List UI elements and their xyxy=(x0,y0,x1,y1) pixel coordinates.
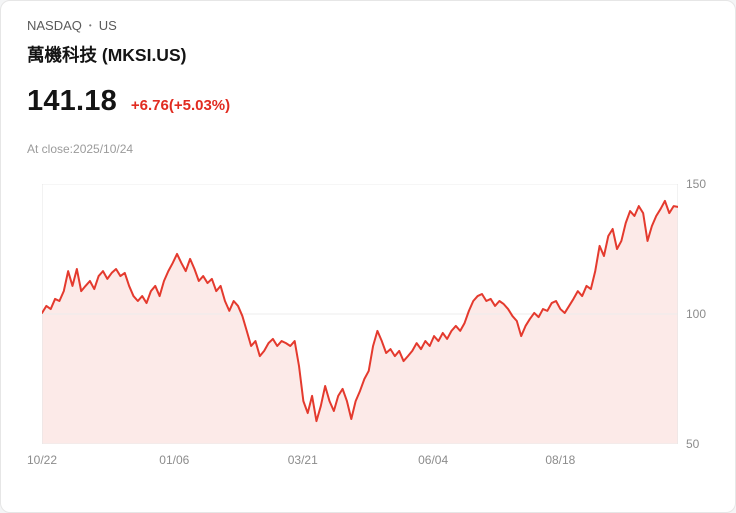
x-axis: 10/22 01/06 03/21 06/04 08/18 xyxy=(27,453,678,469)
y-axis-label: 150 xyxy=(686,177,707,191)
price-line xyxy=(42,201,678,421)
exchange-line: NASDAQ • US xyxy=(27,18,117,33)
x-axis-label: 03/21 xyxy=(287,453,318,467)
y-axis-label: 50 xyxy=(686,437,700,451)
exchange-label: NASDAQ xyxy=(27,18,82,33)
price-change: +6.76(+5.03%) xyxy=(130,97,231,114)
as-of-label: At close:2025/10/24 xyxy=(27,142,134,156)
x-axis-label: 08/18 xyxy=(545,453,576,467)
price-chart[interactable] xyxy=(42,184,678,444)
price-value: 141.18 xyxy=(27,85,117,117)
stock-title: 萬機科技 (MKSI.US) xyxy=(27,45,187,65)
x-axis-label: 10/22 xyxy=(26,453,58,467)
region-label: US xyxy=(98,18,117,33)
x-axis-label: 06/04 xyxy=(418,453,449,467)
x-axis-label: 01/06 xyxy=(159,453,190,467)
price-row: 141.18 +6.76(+5.03%) xyxy=(27,85,230,118)
y-axis-label: 100 xyxy=(686,307,707,321)
price-chart-svg[interactable] xyxy=(42,184,678,444)
dot-separator-icon: • xyxy=(88,21,92,30)
chart-area-fill xyxy=(42,200,678,444)
